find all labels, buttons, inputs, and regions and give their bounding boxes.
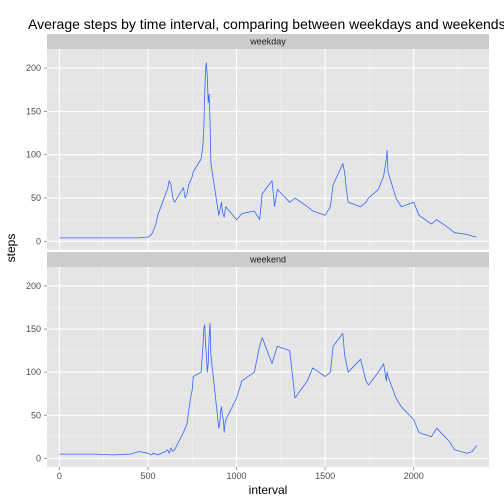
gridlines	[47, 267, 489, 467]
facet-strip	[47, 34, 489, 49]
x-axis-title: interval	[249, 483, 288, 497]
y-tick-label: 150	[26, 324, 41, 334]
gridlines	[47, 49, 489, 250]
facet-strip-label: weekend	[249, 255, 286, 265]
panel-weekday: weekday 0 50 100 150 200	[26, 34, 489, 250]
facet-strip-label: weekday	[249, 37, 286, 47]
y-axis-title: steps	[4, 234, 18, 263]
chart-title: Average steps by time interval, comparin…	[28, 16, 504, 32]
series-line-weekend	[59, 322, 477, 456]
y-tick-label: 100	[26, 150, 41, 160]
x-tick-label: 1500	[315, 471, 335, 481]
x-tick-label: 2000	[404, 471, 424, 481]
x-axis: 0 500 1000 1500 2000	[57, 467, 424, 481]
y-tick-label: 200	[26, 281, 41, 291]
y-tick-label: 200	[26, 63, 41, 73]
y-tick-label: 50	[31, 410, 41, 420]
series-line-weekday	[59, 62, 477, 239]
panel-weekend: weekend 0 50 100 150 200	[26, 252, 489, 467]
y-tick-label: 50	[31, 193, 41, 203]
y-tick-label: 0	[36, 453, 41, 463]
x-tick-label: 1000	[227, 471, 247, 481]
y-tick-label: 150	[26, 106, 41, 116]
y-tick-label: 100	[26, 367, 41, 377]
panel-background	[47, 49, 489, 250]
y-tick-label: 0	[36, 236, 41, 246]
facet-strip	[47, 252, 489, 267]
panel-background	[47, 267, 489, 467]
x-tick-label: 0	[57, 471, 62, 481]
x-tick-label: 500	[140, 471, 155, 481]
